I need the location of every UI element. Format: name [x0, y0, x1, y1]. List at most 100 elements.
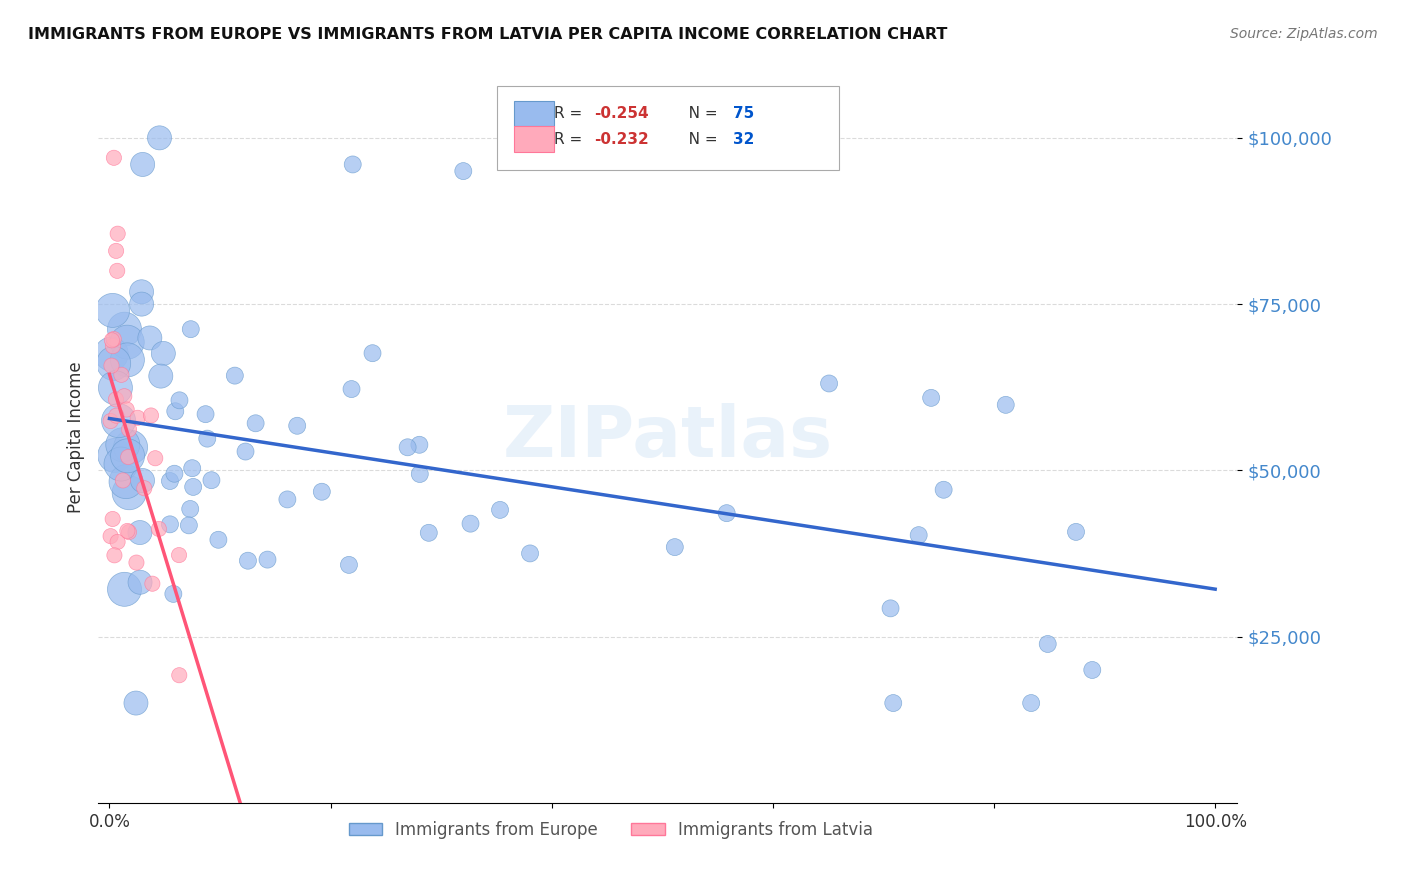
Text: IMMIGRANTS FROM EUROPE VS IMMIGRANTS FROM LATVIA PER CAPITA INCOME CORRELATION C: IMMIGRANTS FROM EUROPE VS IMMIGRANTS FRO…	[28, 27, 948, 42]
Point	[127, 410, 149, 425]
Text: R =: R =	[554, 106, 588, 121]
Point	[224, 368, 246, 383]
Point	[120, 440, 142, 454]
Point	[235, 444, 257, 458]
Point	[408, 438, 430, 452]
Text: 32: 32	[733, 131, 754, 146]
Point	[101, 512, 124, 526]
Point	[125, 556, 148, 570]
Point	[129, 525, 152, 540]
Point	[114, 582, 136, 597]
Point	[115, 402, 138, 417]
Point	[105, 244, 128, 258]
Text: R =: R =	[554, 131, 588, 146]
Point	[169, 393, 191, 408]
Point	[125, 696, 148, 710]
Point	[149, 369, 172, 384]
Point	[163, 467, 186, 481]
Point	[111, 474, 134, 488]
Point	[1036, 637, 1059, 651]
Text: N =: N =	[673, 106, 723, 121]
Point	[131, 297, 153, 311]
Point	[117, 449, 139, 463]
Text: -0.254: -0.254	[593, 106, 648, 121]
Point	[139, 331, 162, 345]
FancyBboxPatch shape	[498, 86, 839, 170]
Point	[519, 546, 541, 560]
Point	[117, 450, 139, 464]
Point	[1019, 696, 1042, 710]
Point	[104, 449, 127, 463]
Point	[110, 457, 132, 471]
Point	[110, 368, 132, 382]
Point	[396, 440, 419, 454]
Point	[131, 285, 153, 299]
Point	[134, 481, 156, 495]
Point	[169, 668, 191, 682]
Point	[165, 404, 187, 418]
Point	[994, 398, 1017, 412]
Point	[418, 525, 440, 540]
Point	[112, 389, 135, 403]
Point	[361, 346, 384, 360]
Point	[236, 554, 259, 568]
Point	[453, 164, 475, 178]
Point	[167, 548, 190, 562]
Point	[311, 484, 333, 499]
Point	[117, 524, 139, 538]
Point	[103, 549, 125, 563]
Point	[105, 409, 128, 423]
Point	[148, 131, 170, 145]
Text: N =: N =	[673, 131, 723, 146]
Point	[131, 474, 153, 488]
Point	[337, 558, 360, 572]
Point	[107, 535, 129, 549]
Point	[100, 347, 122, 361]
Text: Source: ZipAtlas.com: Source: ZipAtlas.com	[1230, 27, 1378, 41]
Point	[117, 352, 139, 367]
Point	[104, 381, 127, 395]
Point	[409, 467, 432, 481]
FancyBboxPatch shape	[515, 101, 554, 126]
Point	[180, 322, 202, 336]
Point	[100, 529, 122, 543]
Point	[118, 525, 141, 540]
Point	[460, 516, 482, 531]
Point	[139, 409, 162, 423]
Point	[159, 474, 181, 488]
Point	[907, 528, 929, 542]
Text: ZIPatlas: ZIPatlas	[503, 402, 832, 472]
Point	[115, 335, 138, 350]
Point	[118, 422, 141, 436]
Point	[152, 346, 174, 360]
Legend: Immigrants from Europe, Immigrants from Latvia: Immigrants from Europe, Immigrants from …	[342, 814, 880, 846]
Point	[101, 339, 124, 353]
Point	[141, 576, 163, 591]
Point	[882, 696, 904, 710]
Point	[100, 414, 122, 428]
Point	[179, 502, 201, 516]
Point	[932, 483, 955, 497]
Point	[276, 492, 298, 507]
Point	[143, 451, 166, 466]
Point	[115, 475, 138, 489]
Point	[148, 522, 170, 536]
Point	[114, 322, 136, 336]
Point	[105, 264, 128, 278]
Point	[107, 227, 129, 241]
Point	[162, 587, 184, 601]
Point	[1064, 524, 1087, 539]
Point	[1081, 663, 1104, 677]
Text: -0.232: -0.232	[593, 131, 648, 146]
Y-axis label: Per Capita Income: Per Capita Income	[66, 361, 84, 513]
Point	[104, 392, 127, 407]
Point	[716, 506, 738, 520]
Point	[101, 333, 124, 347]
Point	[177, 518, 200, 533]
Point	[920, 391, 942, 405]
Point	[129, 575, 152, 590]
Point	[285, 418, 308, 433]
Point	[103, 356, 125, 370]
Point	[256, 552, 278, 566]
Point	[245, 417, 267, 431]
